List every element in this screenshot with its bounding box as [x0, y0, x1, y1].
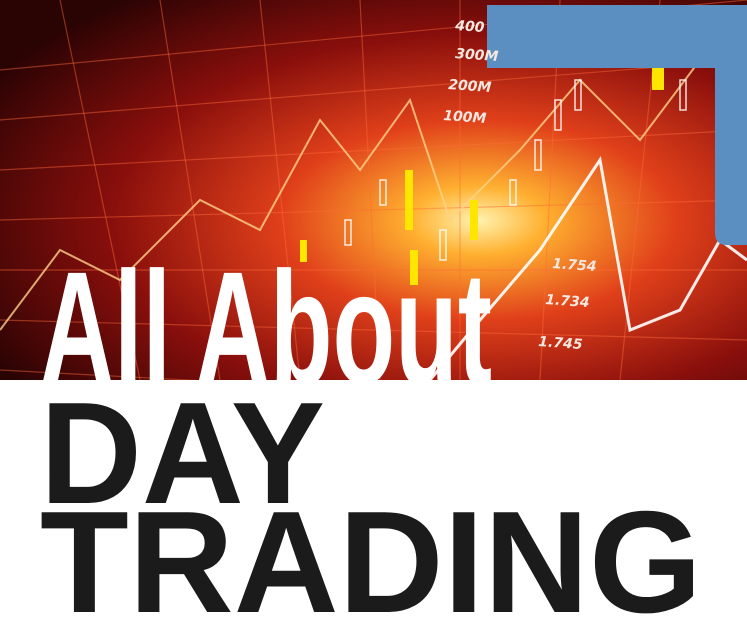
chart-label: 1.745 — [538, 334, 584, 353]
chart-label: 1.754 — [552, 256, 597, 275]
title-line-3: TRADING — [40, 481, 702, 620]
page: 400300M200M100M1.7541.7341.745 All About… — [0, 0, 747, 620]
cover: 400300M200M100M1.7541.7341.745 All About… — [0, 0, 747, 620]
chart-label: 1.734 — [545, 292, 590, 311]
chart-label: 400 — [454, 18, 486, 36]
chart-label: 100M — [443, 108, 487, 127]
chart-label: 200M — [448, 77, 492, 96]
chart-label: 300M — [455, 46, 499, 65]
